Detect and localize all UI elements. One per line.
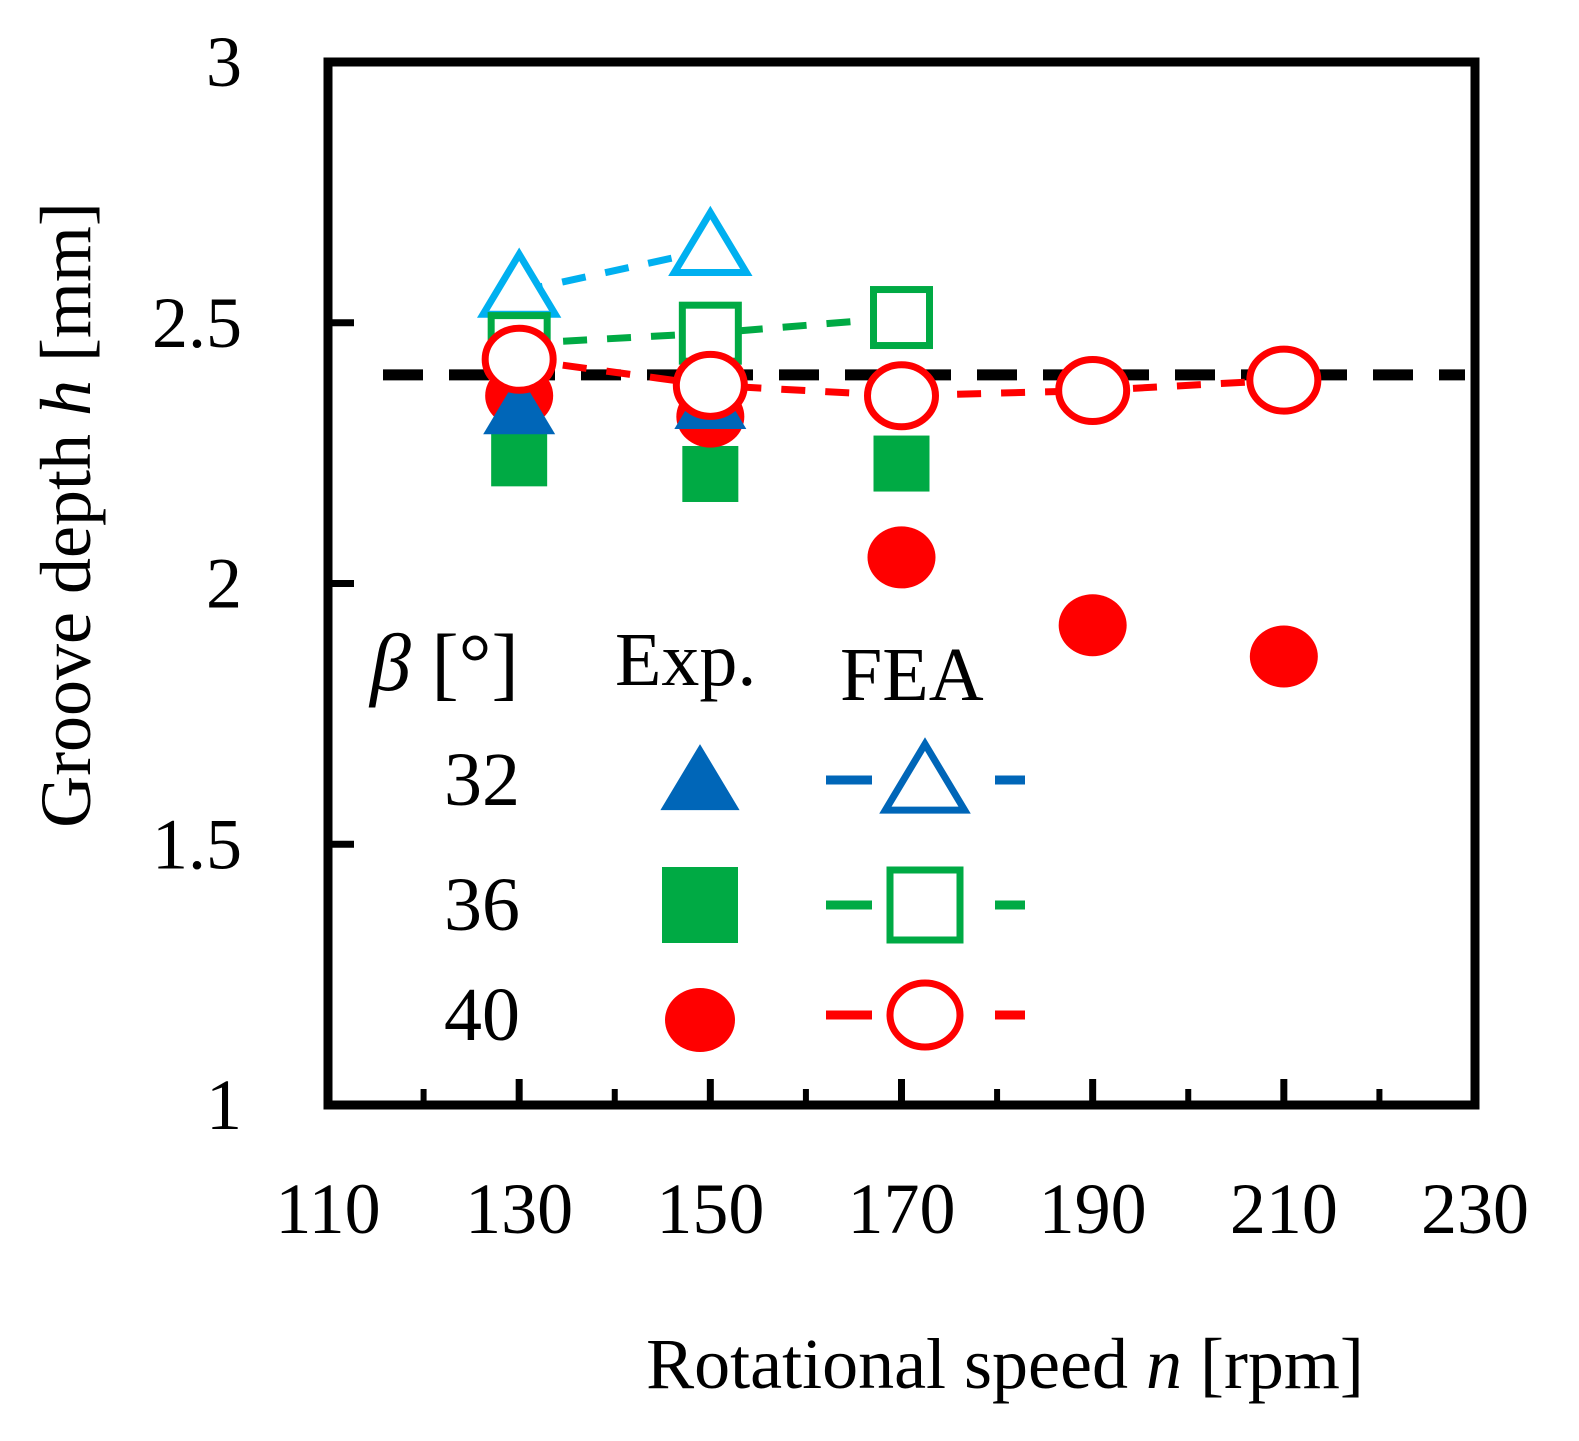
fea-point-40	[1246, 345, 1322, 415]
fea-point-40	[1055, 356, 1131, 426]
legend-exp-marker-36	[662, 867, 738, 943]
fea-line-32	[518, 246, 712, 295]
legend-exp-marker-40	[665, 988, 735, 1052]
y-tick-label: 1.5	[152, 804, 242, 884]
legend: β [°] Exp. FEA 32 36 40	[368, 617, 1025, 1057]
x-tick-label: 150	[656, 1169, 764, 1249]
fea-point-40	[481, 324, 557, 394]
legend-header-beta: β [°]	[368, 617, 519, 708]
exp-point-40	[867, 526, 936, 589]
x-tick-label: 210	[1230, 1169, 1338, 1249]
x-tick-label: 130	[465, 1169, 573, 1249]
x-axis-label: Rotational speed n [rpm]	[646, 1324, 1364, 1404]
series-layer	[476, 205, 1322, 688]
fea-point-40	[672, 350, 748, 420]
legend-label-36: 36	[444, 863, 520, 947]
legend-fea-marker-36	[886, 866, 964, 944]
legend-label-32: 32	[444, 738, 520, 822]
exp-point-32	[483, 374, 556, 435]
ticks: 110 130 150 170 190 210 230 1 1.5 2 2.5 3	[152, 22, 1529, 1249]
legend-label-40: 40	[444, 973, 520, 1057]
legend-fea-marker-40	[886, 979, 964, 1051]
x-tick-label: 170	[848, 1169, 956, 1249]
y-tick-label: 2	[206, 544, 242, 624]
x-tick-label: 110	[275, 1169, 380, 1249]
y-tick-label: 3	[206, 22, 242, 102]
legend-exp-marker-32	[660, 744, 740, 811]
exp-point-40	[1058, 594, 1127, 657]
exp-point-40	[1249, 625, 1318, 688]
fea-point-32	[668, 205, 753, 277]
x-tick-label: 190	[1039, 1169, 1147, 1249]
legend-header-exp: Exp.	[615, 618, 756, 702]
fea-point-36	[870, 286, 933, 350]
x-tick-label: 230	[1421, 1169, 1529, 1249]
exp-point-36	[873, 435, 930, 492]
fea-line-40	[518, 355, 1285, 400]
y-tick-label: 1	[206, 1065, 242, 1145]
legend-header-fea: FEA	[840, 633, 984, 717]
exp-point-36	[682, 445, 739, 502]
legend-fea-marker-32	[879, 737, 971, 814]
exp-point-36	[491, 430, 548, 487]
fea-point-40	[864, 361, 939, 431]
y-tick-label: 2.5	[152, 283, 242, 363]
y-axis-label: Groove depth h [mm]	[26, 202, 106, 828]
